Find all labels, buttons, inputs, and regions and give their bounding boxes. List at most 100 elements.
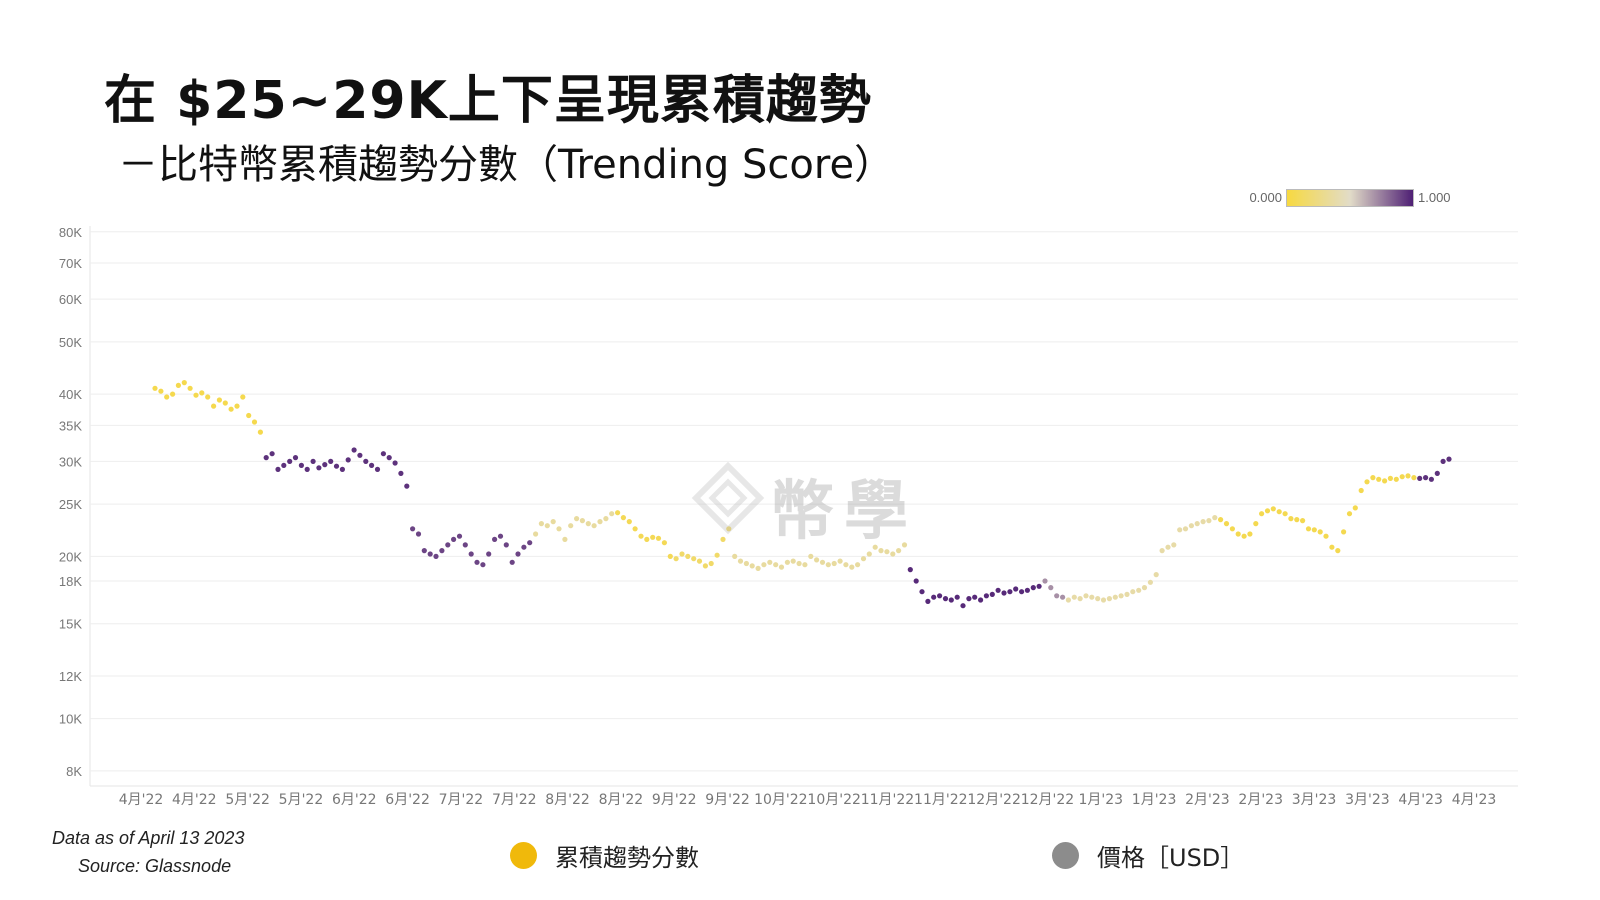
price-point [1229,526,1235,532]
price-point [351,447,357,453]
legend-label-price: 價格［USD］ [1097,843,1245,872]
price-point [737,558,744,564]
x-tick-label: 12月'22 [1021,792,1074,808]
price-point [439,548,445,554]
price-point [1218,517,1224,523]
price-point [263,455,269,461]
y-tick-label: 12K [59,669,82,684]
x-tick-label: 6月'22 [332,792,377,808]
x-tick-label: 8月'22 [545,792,590,808]
y-tick-label: 60K [59,292,82,307]
price-point [814,557,820,563]
price-point [966,596,972,602]
color-scale-legend: 0.000 1.000 [1230,188,1490,208]
price-point [497,533,504,539]
price-point [310,458,316,464]
price-point [755,565,761,572]
price-point [1247,531,1253,537]
price-point [398,470,404,476]
price-point [1118,593,1124,599]
price-point [1346,511,1353,517]
price-point [1019,589,1025,595]
price-point [211,403,217,409]
price-point [890,551,896,557]
price-point [1042,578,1048,584]
price-point [1335,548,1341,554]
price-point [995,587,1001,593]
price-point [269,451,275,457]
price-point [1077,596,1083,602]
price-point [714,552,720,558]
x-tick-label: 4月'22 [172,792,217,808]
price-point [913,578,919,584]
price-point [1235,531,1241,537]
price-point [1399,474,1405,480]
price-point [374,466,381,472]
price-point [1329,544,1335,550]
price-point [1171,542,1177,548]
x-tick-label: 3月'23 [1345,792,1390,808]
price-point [679,551,685,557]
price-point [1446,456,1452,462]
price-point [597,519,603,525]
price-point [1411,475,1417,481]
price-point [1054,593,1060,599]
price-point [170,391,176,397]
y-tick-label: 20K [59,549,82,564]
price-point [761,562,767,568]
price-point [158,388,164,394]
price-point [1030,585,1036,591]
price-point [1300,518,1306,524]
price-point [1341,529,1347,535]
price-point [392,460,398,466]
price-point [357,452,363,458]
price-point [749,563,755,569]
price-point [228,406,234,412]
y-tick-label: 25K [59,497,82,512]
price-point [1323,533,1329,539]
price-point [556,526,562,532]
price-point [246,412,252,419]
y-tick-label: 10K [59,712,82,727]
x-tick-label: 5月'22 [279,792,324,808]
x-tick-label: 6月'22 [385,792,430,808]
price-point [462,542,468,548]
price-point [1112,594,1118,600]
price-point [1001,590,1007,596]
x-tick-label: 4月'23 [1398,792,1443,808]
price-point [907,567,913,573]
price-point [193,392,199,398]
x-tick-label: 1月'23 [1132,792,1177,808]
watermark: 幣學 [690,460,930,549]
legend-swatch-score [510,841,537,869]
y-tick-label: 70K [59,256,82,271]
x-tick-label: 10月'22 [754,792,807,808]
price-point [989,591,995,598]
price-point [287,458,293,464]
price-point [257,429,263,435]
price-point [509,559,515,565]
x-tick-label: 7月'22 [492,792,537,808]
price-point [1013,586,1019,592]
price-point [480,562,486,568]
price-point [796,560,802,567]
price-point [433,553,439,560]
price-point [1440,458,1446,464]
price-point [410,526,416,532]
price-point [503,542,509,548]
price-point [720,536,726,543]
price-point [234,403,240,409]
y-tick-label: 15K [59,617,82,632]
price-point [1370,475,1376,481]
y-tick-label: 30K [59,454,82,469]
price-point [1159,548,1165,554]
y-tick-label: 35K [59,418,82,433]
price-point [784,559,791,565]
price-point [363,458,369,464]
price-point [1036,583,1042,589]
price-point [896,548,902,554]
x-tick-label: 1月'23 [1078,792,1123,808]
legend-item-score: 累積趨勢分數 [510,840,699,872]
x-tick-label: 2月'23 [1185,792,1230,808]
